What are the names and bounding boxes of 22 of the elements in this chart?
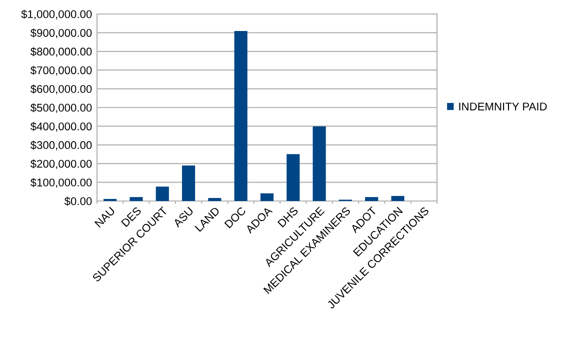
bar [391,196,404,201]
y-tick-label: $800,000.00 [30,47,92,57]
bar [365,197,378,201]
bar [286,154,300,201]
y-tick-label: $900,000.00 [30,28,92,38]
bar [130,197,143,201]
y-tick-label: $0.00 [64,196,92,206]
y-tick-label: $200,000.00 [30,159,92,170]
legend-label: INDEMNITY PAID [459,102,547,110]
y-tick-label: $400,000.00 [30,122,92,132]
y-tick-label: $500,000.00 [30,103,92,113]
bar [234,31,248,201]
y-tick-label: $300,000.00 [30,140,92,150]
bar [312,126,326,201]
bar [260,193,274,201]
y-tick-label: $1,000,000.00 [21,10,92,20]
y-tick-label: $100,000.00 [30,178,92,188]
y-tick-label: $700,000.00 [30,66,92,76]
bar [156,186,169,201]
y-tick-label: $600,000.00 [30,84,92,94]
bar [182,165,196,201]
bar [208,198,222,201]
